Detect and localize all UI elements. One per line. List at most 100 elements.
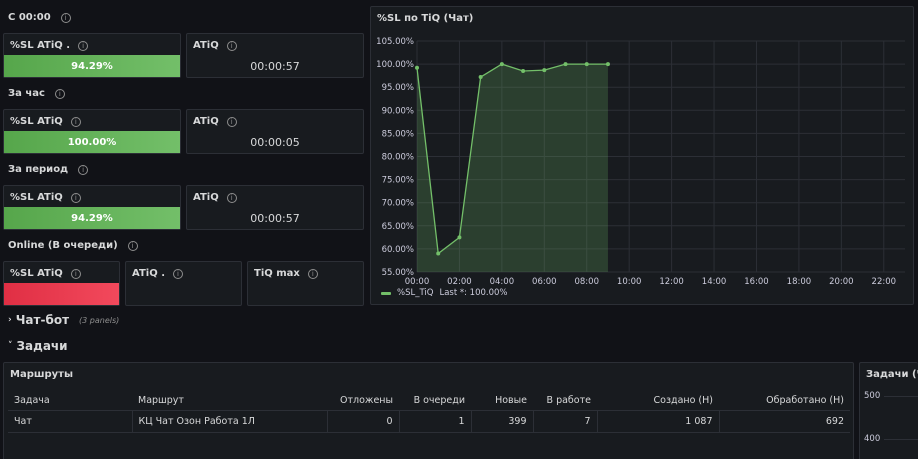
y-tick-label: 105.00% xyxy=(376,37,414,47)
x-tick-label: 18:00 xyxy=(787,277,812,287)
data-point xyxy=(499,62,504,67)
legend-swatch xyxy=(381,291,391,295)
column-header[interactable]: Маршрут xyxy=(132,391,327,411)
table-cell: 7 xyxy=(533,410,598,433)
legend-series-name: %SL_TiQ xyxy=(397,288,434,298)
y-tick-label: 500 xyxy=(864,391,881,401)
panel-count: (3 panels) xyxy=(79,315,120,325)
info-icon[interactable]: i xyxy=(78,164,89,175)
sl-atiq-panel-online: %SL ATiQ i xyxy=(3,261,120,306)
routes-table: Задача Маршрут Отложены В очереди Новые … xyxy=(8,391,850,433)
row-title-per-period: За период i xyxy=(8,164,89,175)
section-chatbot[interactable]: › Чат-бот (3 panels) xyxy=(8,313,120,327)
y-tick-label: 90.00% xyxy=(382,106,414,116)
y-tick-label: 70.00% xyxy=(382,199,414,209)
grid-line xyxy=(884,396,918,397)
chevron-down-icon: ˅ xyxy=(8,341,13,351)
column-header[interactable]: Создано (Н) xyxy=(597,391,719,411)
sl-tiq-chart-panel: %SL по TiQ (Чат) 55.00% 60.00% 65.00% 70.00… xyxy=(370,6,914,305)
y-tick-label: 75.00% xyxy=(382,176,414,186)
x-tick-label: 16:00 xyxy=(744,277,769,287)
y-tick-label: 95.00% xyxy=(382,83,414,93)
stat-value: 00:00:57 xyxy=(250,212,300,225)
info-icon[interactable]: i xyxy=(70,268,81,279)
y-tick-label: 60.00% xyxy=(382,245,414,255)
chart-legend[interactable]: %SL_TiQ Last *: 100.00% xyxy=(381,288,508,298)
table-cell: Чат xyxy=(8,410,133,433)
row-title-since-midnight: С 00:00 i xyxy=(8,12,71,23)
info-icon[interactable]: i xyxy=(226,116,237,127)
grid-line xyxy=(884,439,918,440)
panel-title: %SL ATiQ xyxy=(10,268,63,279)
info-icon[interactable]: i xyxy=(70,116,81,127)
y-tick-label: 65.00% xyxy=(382,222,414,232)
info-icon[interactable]: i xyxy=(173,268,183,279)
stat-value: 00:00:57 xyxy=(250,60,300,73)
column-header[interactable]: Обработано (Н) xyxy=(719,391,850,411)
data-point xyxy=(584,62,589,67)
info-icon[interactable]: i xyxy=(226,192,237,203)
table-header-row: Задача Маршрут Отложены В очереди Новые … xyxy=(8,391,850,411)
column-header[interactable]: Новые xyxy=(471,391,533,411)
x-tick-label: 06:00 xyxy=(532,277,557,287)
column-header[interactable]: В работе xyxy=(533,391,597,411)
data-point xyxy=(521,69,526,74)
table-cell: 1 087 xyxy=(597,410,720,433)
column-header[interactable]: Задача xyxy=(8,391,132,411)
info-icon[interactable]: i xyxy=(226,40,237,51)
legend-last-value: Last *: 100.00% xyxy=(439,288,508,298)
data-point xyxy=(605,62,610,67)
sl-atiq-panel-3: %SL ATiQ i 94.29% xyxy=(3,185,181,230)
info-icon[interactable]: i xyxy=(70,192,81,203)
column-header[interactable]: В очереди xyxy=(399,391,471,411)
info-icon[interactable]: i xyxy=(307,268,318,279)
table-cell: 692 xyxy=(719,410,850,433)
x-tick-label: 10:00 xyxy=(617,277,642,287)
x-tick-label: 12:00 xyxy=(659,277,684,287)
panel-title: TiQ max xyxy=(254,268,300,279)
y-tick-label: 85.00% xyxy=(382,129,414,139)
chevron-right-icon: › xyxy=(8,315,12,325)
x-tick-label: 14:00 xyxy=(702,277,727,287)
series-area xyxy=(417,64,608,272)
info-icon[interactable]: i xyxy=(78,40,89,51)
stat-value: 00:00:05 xyxy=(250,136,300,149)
y-tick-label: 100.00% xyxy=(376,60,414,70)
column-header[interactable]: Отложены xyxy=(327,391,399,411)
y-tick-label: 80.00% xyxy=(382,153,414,163)
panel-title: ATiQ xyxy=(193,40,219,51)
row-title-per-hour: За час i xyxy=(8,88,65,99)
panel-title: %SL ATiQ xyxy=(10,192,63,203)
stat-value: 94.29% xyxy=(4,207,180,229)
x-tick-label: 08:00 xyxy=(574,277,599,287)
x-tick-label: 22:00 xyxy=(872,277,897,287)
table-cell: 1 xyxy=(399,410,472,433)
stat-value-bar xyxy=(4,283,119,305)
x-tick-label: 00:00 xyxy=(405,277,430,287)
sl-tiq-chart[interactable]: 55.00% 60.00% 65.00% 70.00% 75.00% 80.00% 85.0… xyxy=(371,7,915,306)
x-tick-label: 04:00 xyxy=(490,277,515,287)
series-line xyxy=(416,63,608,255)
data-point xyxy=(436,251,441,256)
info-icon[interactable]: i xyxy=(60,12,71,23)
tasks-chat-panel: Задачи (Ча 500 400 xyxy=(859,362,918,459)
table-cell: 399 xyxy=(471,410,534,433)
data-point xyxy=(563,62,568,67)
panel-title: ATiQ xyxy=(193,192,219,203)
info-icon[interactable]: i xyxy=(54,88,65,99)
side-panel-title: Задачи (Ча xyxy=(866,369,918,380)
row-title-online: Online (В очереди) i xyxy=(8,240,138,251)
data-point xyxy=(542,68,547,73)
stat-value: 94.29% xyxy=(4,55,180,77)
panel-title: ATiQ xyxy=(193,116,219,127)
atiq-panel-2: ATiQ i 00:00:05 xyxy=(186,109,364,154)
panel-title: ATiQ . xyxy=(132,268,165,279)
sl-atiq-panel-2: %SL ATiQ i 100.00% xyxy=(3,109,181,154)
atiq-panel-online: ATiQ . i xyxy=(125,261,242,306)
info-icon[interactable]: i xyxy=(127,240,138,251)
section-tasks[interactable]: ˅ Задачи xyxy=(8,339,68,353)
routes-title: Маршруты xyxy=(10,369,73,380)
stat-value: 100.00% xyxy=(4,131,180,153)
panel-title: %SL ATiQ xyxy=(10,116,63,127)
y-tick-label: 400 xyxy=(864,434,881,444)
